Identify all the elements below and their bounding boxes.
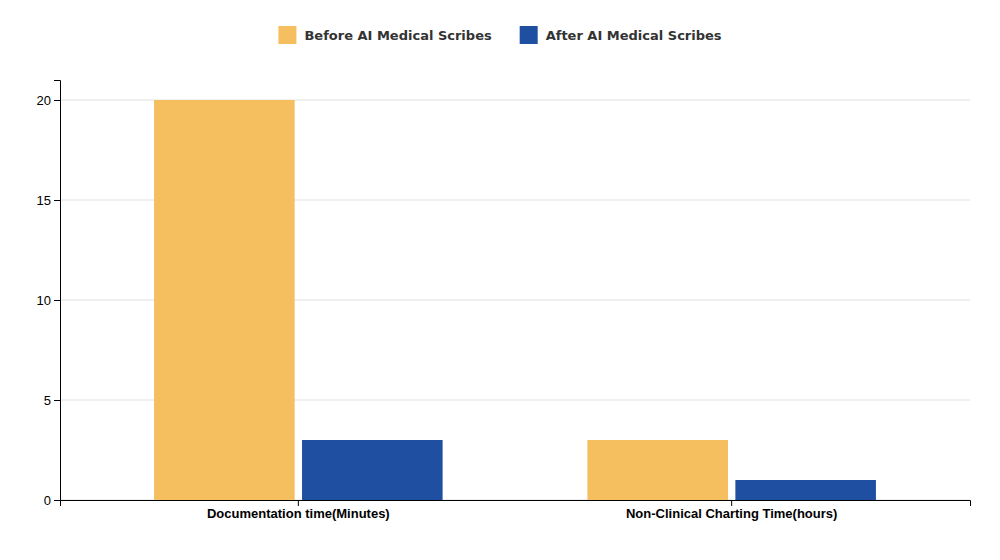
- series: [302, 440, 876, 500]
- y-axis: 0 5 10 15 20: [37, 81, 61, 508]
- legend-swatch: [520, 26, 538, 44]
- x-tick-mark: [731, 500, 732, 506]
- y-tick-label: 0: [44, 493, 51, 508]
- y-tick-mark: [54, 500, 60, 501]
- bar: [735, 480, 876, 500]
- y-tick-mark: [54, 100, 60, 101]
- y-tick-mark: [54, 200, 60, 201]
- legend: Before AI Medical Scribes After AI Medica…: [278, 26, 721, 44]
- legend-swatch: [278, 26, 296, 44]
- y-tick-mark: [54, 400, 60, 401]
- y-tick-label: 10: [37, 293, 51, 308]
- x-axis: Documentation time(Minutes) Non-Clinical …: [61, 500, 971, 521]
- plot: 0 5 10 15 20 Documentation time(Minutes) Non-C…: [37, 81, 971, 522]
- grid: [60, 100, 970, 500]
- x-tick: Non-Clinical Charting Time(hours): [626, 500, 837, 521]
- y-tick-mark: [54, 300, 60, 301]
- legend-label: After AI Medical Scribes: [546, 28, 722, 43]
- y-tick: 15: [37, 193, 60, 208]
- y-tick-label: 5: [44, 393, 51, 408]
- series: [154, 100, 728, 500]
- bar: [302, 440, 443, 500]
- y-tick: 0: [44, 493, 60, 508]
- y-tick-label: 20: [37, 93, 51, 108]
- x-tick-label: Documentation time(Minutes): [207, 506, 390, 521]
- y-tick-label: 15: [37, 193, 51, 208]
- y-axis-line: [54, 81, 61, 501]
- x-tick-mark: [298, 500, 299, 506]
- chart: 0 5 10 15 20 Documentation time(Minutes) Non-C…: [0, 0, 1000, 560]
- y-tick: 5: [44, 393, 60, 408]
- x-tick: Documentation time(Minutes): [207, 500, 390, 521]
- bars: [154, 100, 876, 500]
- legend-label: Before AI Medical Scribes: [304, 28, 492, 43]
- bar: [154, 100, 295, 500]
- legend-item: After AI Medical Scribes: [520, 26, 722, 44]
- y-tick: 10: [37, 293, 60, 308]
- y-tick: 20: [37, 93, 60, 108]
- x-axis-line: [61, 501, 971, 507]
- bar: [587, 440, 728, 500]
- legend-item: Before AI Medical Scribes: [278, 26, 492, 44]
- x-tick-label: Non-Clinical Charting Time(hours): [626, 506, 837, 521]
